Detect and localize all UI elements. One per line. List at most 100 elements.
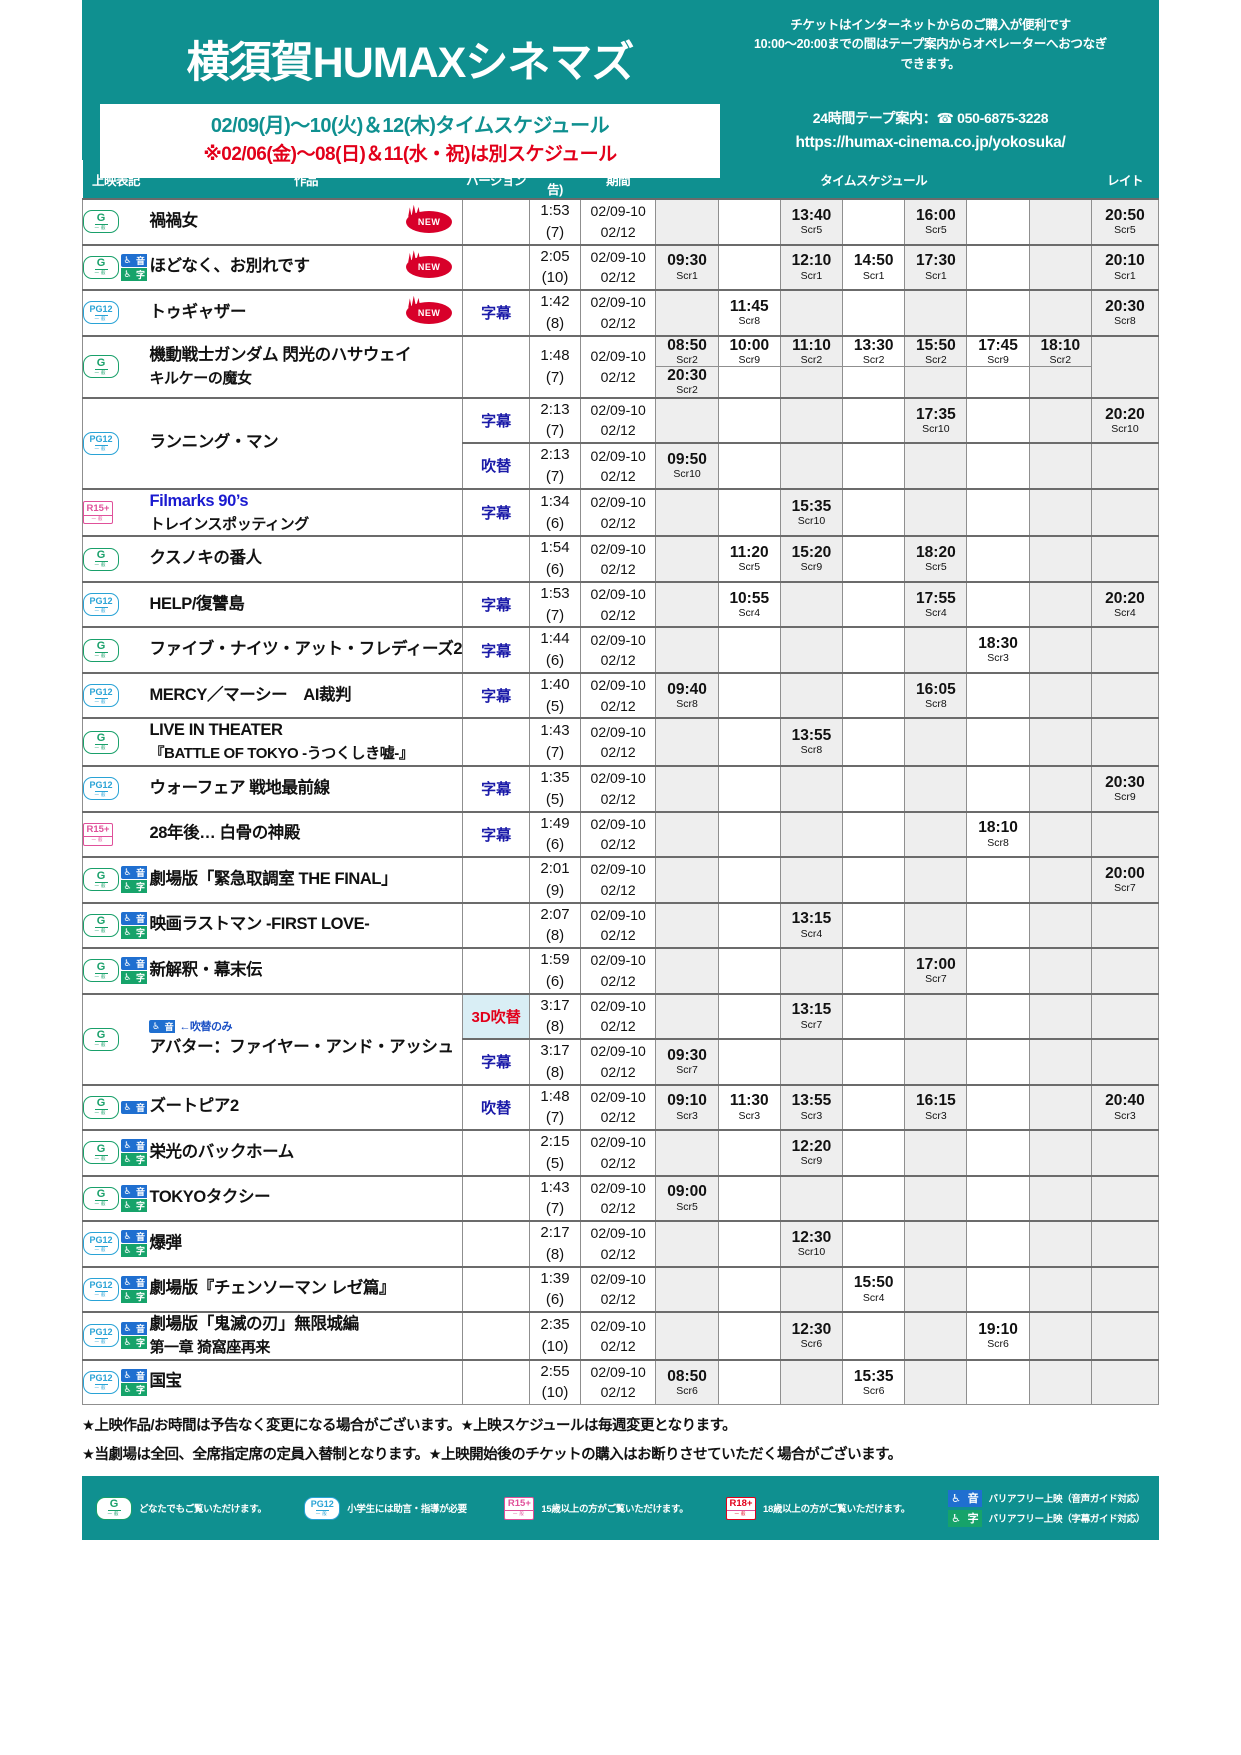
late-show-slot[interactable]: 20:20 Scr4 bbox=[1090, 580, 1160, 628]
showtime-slot[interactable]: 12:20 Scr9 bbox=[779, 1129, 844, 1177]
showtime-slot[interactable]: 15:20 Scr9 bbox=[779, 535, 844, 583]
showtime-slot[interactable]: 10:55 Scr4 bbox=[717, 580, 781, 628]
showtime-slot[interactable]: 15:50 Scr4 bbox=[842, 1265, 906, 1313]
table-row: PG12 一般 HELP/復讐島 字幕 1:53 (7) 02/09-10 02/12 10:5… bbox=[82, 580, 1160, 628]
showtime-slot-empty bbox=[717, 810, 781, 858]
version-cell bbox=[462, 1265, 531, 1313]
showtime-slot[interactable]: 17:45 Scr9 bbox=[966, 334, 1030, 368]
movie-title-line1: ランニング・マン bbox=[149, 433, 279, 452]
late-show-slot bbox=[1090, 1038, 1160, 1086]
late-show-slot[interactable]: 20:20 Scr10 bbox=[1090, 396, 1160, 444]
screen-number: Scr5 bbox=[676, 1200, 698, 1213]
legend-text: 15歳以上の方がご覧いただけます。 bbox=[541, 1504, 689, 1516]
screen-number: Scr4 bbox=[862, 1291, 885, 1304]
showtime-slot[interactable]: 13:55 Scr3 bbox=[779, 1083, 844, 1131]
showtime-slot[interactable]: 11:20 Scr5 bbox=[717, 535, 781, 583]
showtime-slot[interactable]: 10:00 Scr9 bbox=[717, 334, 781, 368]
rating-cell: G 一般 ♿ 音 ♿ 字 bbox=[82, 243, 150, 291]
subtitle-guide-label-icon: 字 bbox=[134, 971, 147, 985]
showtime-slot[interactable]: 19:10 Scr6 bbox=[966, 1311, 1030, 1361]
showtime-slot[interactable]: 18:10 Scr2 bbox=[1028, 334, 1092, 368]
showtime-slot[interactable]: 09:40 Scr8 bbox=[655, 671, 719, 719]
screen-number: Scr3 bbox=[1114, 1109, 1136, 1122]
accessibility-icons: ♿ 音 ♿ 字 bbox=[121, 253, 147, 281]
title-cell: ウォーフェア 戦地最前線 bbox=[149, 765, 464, 813]
showtime-slot[interactable]: 11:10 Scr2 bbox=[779, 334, 844, 368]
screen-number: Scr6 bbox=[862, 1384, 885, 1397]
showtime-slot[interactable]: 17:00 Scr7 bbox=[904, 947, 968, 995]
late-show-slot[interactable]: 20:40 Scr3 bbox=[1090, 1083, 1160, 1131]
late-show-slot[interactable]: 20:30 Scr8 bbox=[1090, 289, 1160, 336]
runtime-cell: 2:15 (5) bbox=[529, 1129, 581, 1177]
showtime-slot[interactable]: 18:20 Scr5 bbox=[904, 535, 968, 583]
movie-title-line2: 第一章 猗窩座再来 bbox=[149, 1338, 271, 1356]
showtime-slot[interactable]: 14:50 Scr1 bbox=[842, 243, 906, 291]
showtime-slot[interactable]: 09:50 Scr10 bbox=[655, 442, 719, 490]
showtime-slot[interactable]: 15:35 Scr6 bbox=[842, 1358, 906, 1406]
showtime-slot[interactable]: 09:30 Scr1 bbox=[655, 243, 719, 291]
table-row: PG12 一般 ♿ 音 ♿ 字爆弾 2:17 (8) 02/09-10 02/12 12:30 Scr… bbox=[82, 1220, 1160, 1268]
movie-title-line1: トゥギャザー bbox=[149, 302, 247, 321]
showtime-slot[interactable]: 15:35 Scr10 bbox=[779, 487, 844, 537]
showtime-slot[interactable]: 08:50 Scr6 bbox=[655, 1358, 719, 1406]
runtime-cell: 2:05 (10) bbox=[529, 243, 581, 291]
showtime-slot[interactable]: 17:30 Scr1 bbox=[904, 243, 968, 291]
rating-cell: PG12 一般 ♿ 音 ♿ 字 bbox=[82, 1265, 150, 1313]
showtime-slot[interactable]: 12:30 Scr10 bbox=[779, 1220, 844, 1268]
showtime-slot-empty bbox=[842, 1220, 906, 1268]
website-url[interactable]: https://humax-cinema.co.jp/yokosuka/ bbox=[795, 134, 1066, 152]
screen-number: Scr2 bbox=[925, 353, 947, 366]
audio-guide-icon: ♿ bbox=[121, 866, 134, 880]
table-row: PG12 一般 ♿ 音 ♿ 字劇場版『チェンソーマン レゼ篇』 1:39 (6) 02/09-1… bbox=[82, 1265, 1160, 1313]
showtime-slot[interactable]: 08:50 Scr2 bbox=[655, 334, 719, 368]
showtime-slot[interactable]: 09:00 Scr5 bbox=[655, 1174, 719, 1222]
runtime-cell: 2:01 (9) bbox=[529, 856, 581, 904]
showtime-slot[interactable]: 20:30 Scr2 bbox=[655, 366, 719, 399]
sub-guide-icon: ♿ bbox=[947, 1509, 965, 1527]
showtime-slot[interactable]: 11:30 Scr3 bbox=[717, 1083, 781, 1131]
showtime-slot[interactable]: 17:35 Scr10 bbox=[904, 396, 968, 444]
period-cell: 02/09-10 02/12 bbox=[579, 1129, 657, 1177]
rating-cell: G 一般 ♿ 音 ♿ 字 bbox=[82, 947, 150, 995]
showtime-slot[interactable]: 12:30 Scr6 bbox=[779, 1311, 844, 1361]
showtime-slot[interactable]: 09:10 Scr3 bbox=[655, 1083, 719, 1131]
table-row: G 一般 ♿ 音 ♿ 字映画ラストマン -FIRST LOVE- 2:07 (8) 02/09-… bbox=[82, 901, 1160, 949]
showtime-slot[interactable]: 13:15 Scr7 bbox=[779, 992, 844, 1040]
showtime-slot[interactable]: 16:00 Scr5 bbox=[904, 198, 968, 245]
late-show-slot[interactable]: 20:50 Scr5 bbox=[1090, 198, 1160, 245]
showtime-slot[interactable]: 12:10 Scr1 bbox=[779, 243, 844, 291]
showtime-slot-empty bbox=[1028, 442, 1092, 490]
screen-number: Scr7 bbox=[676, 1064, 698, 1077]
showtime-slot-empty bbox=[904, 1265, 968, 1313]
runtime-cell: 3:17 (8) bbox=[529, 1038, 581, 1086]
showtime-slot[interactable]: 18:30 Scr3 bbox=[966, 626, 1030, 674]
showtime-slot[interactable]: 17:55 Scr4 bbox=[904, 580, 968, 628]
showtime-slot[interactable]: 13:15 Scr4 bbox=[779, 901, 844, 949]
showtime-slot[interactable]: 16:15 Scr3 bbox=[904, 1083, 968, 1131]
audio-guide-label-icon: 音 bbox=[134, 253, 147, 267]
subtitle-guide-icon: ♿ bbox=[121, 1244, 134, 1258]
late-show-slot[interactable]: 20:00 Scr7 bbox=[1090, 856, 1160, 904]
legend-item-r15plus: R15+ 一般 15歳以上の方がご覧いただけます。 bbox=[504, 1496, 689, 1520]
showtime-slot-empty bbox=[717, 442, 781, 490]
showtime-slot[interactable]: 13:30 Scr2 bbox=[842, 334, 906, 368]
accessibility-icons: ♿ 音 ♿ 字 bbox=[121, 911, 147, 939]
accessibility-icons: ♿ 音 ♿ 字 bbox=[121, 1322, 147, 1350]
showtime-slot[interactable]: 09:30 Scr7 bbox=[655, 1038, 719, 1086]
showtime-slot[interactable]: 13:55 Scr8 bbox=[779, 717, 844, 767]
screen-number: Scr6 bbox=[800, 1338, 823, 1351]
showtime-slot[interactable]: 13:40 Scr5 bbox=[779, 198, 844, 245]
showtime-slot[interactable]: 18:10 Scr8 bbox=[966, 810, 1030, 858]
showtime-slot-empty bbox=[655, 396, 719, 444]
subtitle-guide-icon: ♿ bbox=[121, 880, 134, 894]
showtime-slot[interactable]: 15:50 Scr2 bbox=[904, 334, 968, 368]
showtime-slot-empty bbox=[1028, 1038, 1092, 1086]
late-show-slot[interactable]: 20:10 Scr1 bbox=[1090, 243, 1160, 291]
showtime-slot[interactable]: 16:05 Scr8 bbox=[904, 671, 968, 719]
movie-title-line2: トレインスポッティング bbox=[149, 515, 309, 533]
late-show-slot[interactable]: 20:30 Scr9 bbox=[1090, 765, 1160, 813]
showtime-slot[interactable]: 11:45 Scr8 bbox=[717, 289, 781, 336]
showtime-slot-empty bbox=[842, 765, 906, 813]
showtime-slot-empty bbox=[1028, 901, 1092, 949]
